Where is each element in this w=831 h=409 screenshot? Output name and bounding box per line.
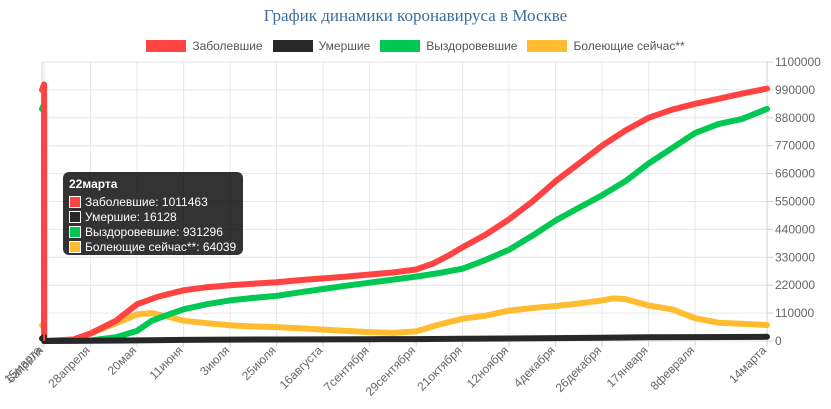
y-tick-label: 550000 bbox=[775, 195, 815, 209]
x-tick-label: 4декабря bbox=[511, 343, 558, 390]
legend-label-infected: Заболевшие bbox=[192, 39, 263, 53]
y-tick-label: 770000 bbox=[775, 139, 815, 153]
line-deaths bbox=[39, 333, 770, 344]
line-active bbox=[39, 295, 770, 344]
legend-swatch-active bbox=[527, 40, 568, 52]
x-tick-label: 16августа bbox=[277, 343, 326, 392]
x-tick-label: 26декабря bbox=[553, 343, 605, 395]
legend-label-recovered: Выздоровевшие bbox=[426, 39, 518, 53]
y-tick-label: 440000 bbox=[775, 222, 815, 236]
x-tick-label: 3июля bbox=[197, 343, 232, 378]
tooltip-label-recovered: Выздоровевшие: 931296 bbox=[85, 224, 223, 239]
tooltip-title: 22марта bbox=[69, 177, 118, 191]
tooltip-row-recovered: Выздоровевшие: 931296 bbox=[69, 224, 237, 239]
x-tick-label: 11июня bbox=[147, 343, 186, 382]
legend: Заболевшие Умершие Выздоровевшие Болеющи… bbox=[0, 39, 831, 53]
x-tick-label: 29сентября bbox=[363, 343, 419, 399]
line-recovered bbox=[39, 101, 770, 344]
tooltip-row-active: Болеющие сейчас**: 64039 bbox=[69, 239, 237, 254]
legend-item-infected[interactable]: Заболевшие bbox=[146, 39, 263, 53]
x-tick-label: 28апреля bbox=[45, 343, 92, 390]
tooltip-row-infected: Заболевшие: 1011463 bbox=[69, 194, 237, 209]
legend-swatch-recovered bbox=[380, 40, 421, 52]
legend-label-deaths: Умершие bbox=[318, 39, 371, 53]
legend-swatch-infected bbox=[146, 40, 187, 52]
legend-label-active: Болеющие сейчас** bbox=[573, 39, 685, 53]
x-tick-label: 21октября bbox=[414, 343, 464, 393]
y-tick-label: 330000 bbox=[775, 250, 815, 264]
tooltip-swatch-infected bbox=[69, 195, 81, 208]
y-tick-label: 220000 bbox=[775, 278, 815, 292]
tooltip-row-deaths: Умершие: 16128 bbox=[69, 209, 237, 224]
tooltip-label-deaths: Умершие: 16128 bbox=[85, 209, 177, 224]
tooltip-swatch-deaths bbox=[69, 210, 81, 223]
tooltip-label-infected: Заболевшие: 1011463 bbox=[85, 194, 208, 209]
x-tick-label: 14марта bbox=[726, 343, 769, 386]
x-tick-label: 8февраля bbox=[647, 343, 697, 393]
y-tick-label: 990000 bbox=[775, 83, 815, 97]
x-tick-label: 17января bbox=[604, 343, 651, 390]
y-tick-label: 880000 bbox=[775, 111, 815, 125]
tooltip-swatch-recovered bbox=[69, 225, 81, 238]
chart-tooltip: 22марта Заболевшие: 1011463 Умершие: 161… bbox=[63, 172, 243, 255]
y-tick-label: 0 bbox=[775, 334, 782, 348]
chart-title: График динамики коронавируса в Москве bbox=[263, 6, 568, 25]
legend-item-active[interactable]: Болеющие сейчас** bbox=[527, 39, 685, 53]
tooltip-swatch-active bbox=[69, 240, 81, 253]
y-tick-label: 660000 bbox=[775, 167, 815, 181]
tooltip-label-active: Болеющие сейчас**: 64039 bbox=[85, 239, 237, 254]
legend-swatch-deaths bbox=[272, 40, 313, 52]
x-tick-label: 20мая bbox=[105, 343, 139, 377]
x-tick-label: 12ноября bbox=[464, 343, 511, 390]
y-tick-label: 1100000 bbox=[775, 55, 821, 69]
x-tick-label: 6апреля bbox=[4, 343, 47, 386]
y-tick-label: 110000 bbox=[775, 306, 814, 320]
legend-item-deaths[interactable]: Умершие bbox=[272, 39, 371, 53]
x-tick-label: 25июля bbox=[239, 343, 279, 383]
line-infected bbox=[39, 81, 770, 344]
legend-item-recovered[interactable]: Выздоровевшие bbox=[380, 39, 517, 53]
